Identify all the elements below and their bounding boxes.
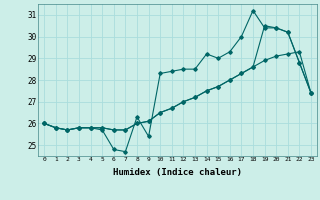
X-axis label: Humidex (Indice chaleur): Humidex (Indice chaleur) [113, 168, 242, 177]
